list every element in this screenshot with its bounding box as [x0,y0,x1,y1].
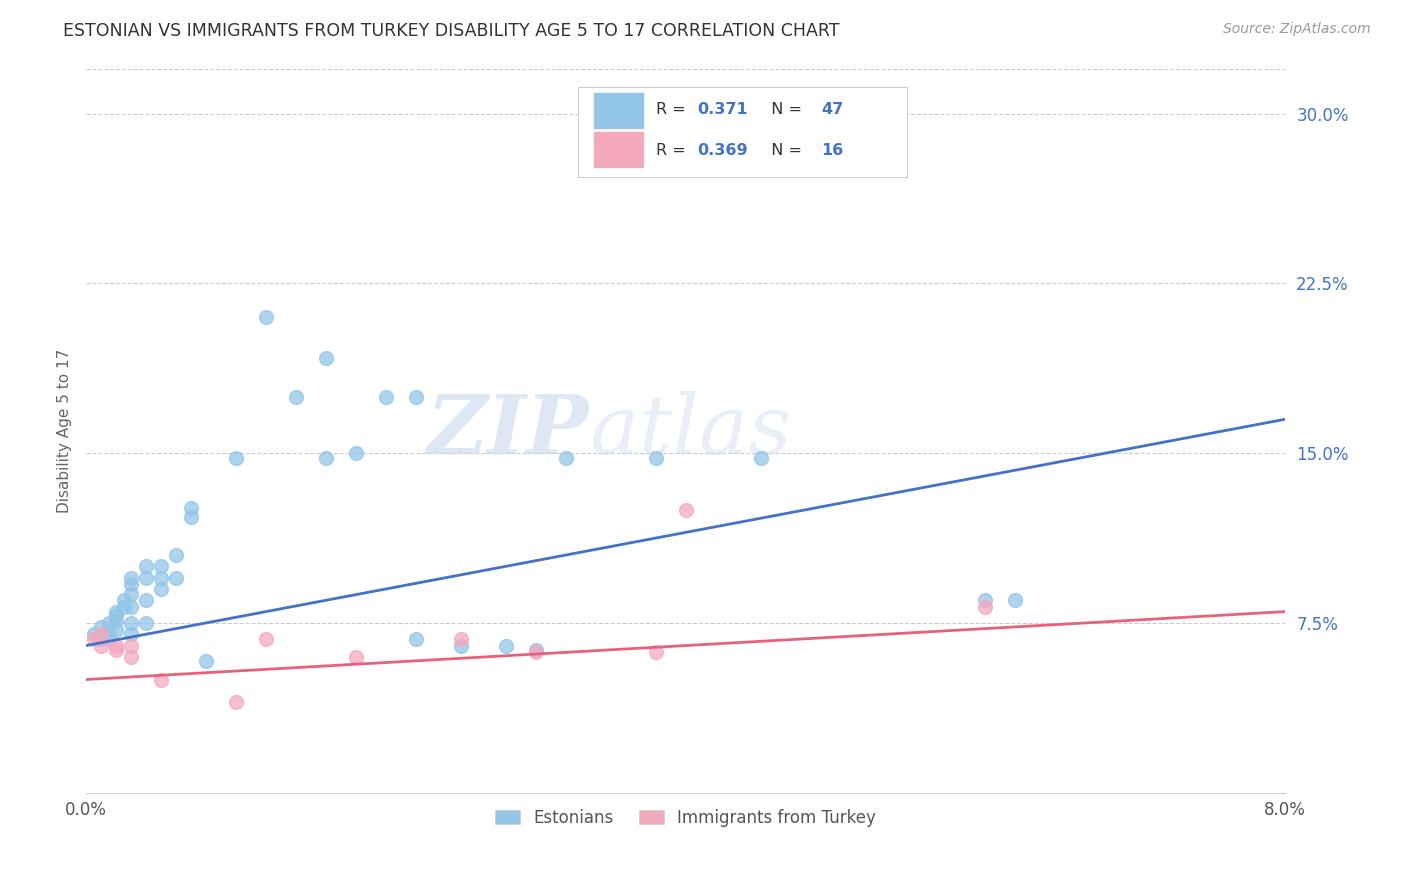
Text: Source: ZipAtlas.com: Source: ZipAtlas.com [1223,22,1371,37]
Point [97,615,120,630]
Point [675,503,697,517]
Point [450,632,472,646]
Point [1004,593,1026,607]
Point [405,390,427,404]
Point [135,593,157,607]
Point [105,623,128,637]
Point [554,450,576,465]
Point [90,620,112,634]
Point [83,632,105,646]
Text: N =: N = [761,102,807,117]
FancyBboxPatch shape [593,130,644,169]
Text: 0.371: 0.371 [697,102,748,117]
Point [150,571,173,585]
Point [135,559,157,574]
Point [150,673,173,687]
Point [165,548,187,562]
Point [194,654,217,668]
Point [135,571,157,585]
Point [112,600,135,615]
FancyBboxPatch shape [578,87,907,178]
Text: 16: 16 [821,143,844,158]
Point [180,509,202,524]
Point [180,500,202,515]
Point [120,649,142,664]
Text: ZIP: ZIP [427,391,589,471]
Point [105,609,128,624]
Text: ESTONIAN VS IMMIGRANTS FROM TURKEY DISABILITY AGE 5 TO 17 CORRELATION CHART: ESTONIAN VS IMMIGRANTS FROM TURKEY DISAB… [63,22,839,40]
Point [150,582,173,596]
Point [974,593,997,607]
Point [90,627,112,641]
Point [120,639,142,653]
Point [405,632,427,646]
Point [644,645,666,659]
Point [315,450,337,465]
Point [284,390,307,404]
Point [524,645,547,659]
Point [120,577,142,591]
Y-axis label: Disability Age 5 to 17: Disability Age 5 to 17 [58,349,72,513]
Point [150,559,173,574]
Point [974,600,997,615]
FancyBboxPatch shape [593,92,644,129]
Point [120,600,142,615]
Point [120,586,142,600]
Point [90,639,112,653]
Point [254,632,277,646]
Point [120,571,142,585]
Text: R =: R = [655,143,690,158]
Point [105,639,128,653]
Point [374,390,396,404]
Point [524,643,547,657]
Point [90,632,112,646]
Point [225,695,247,709]
Point [495,639,517,653]
Point [644,450,666,465]
Point [105,614,128,628]
Point [97,627,120,641]
Point [450,639,472,653]
Point [344,649,367,664]
Point [135,615,157,630]
Text: N =: N = [761,143,807,158]
Legend: Estonians, Immigrants from Turkey: Estonians, Immigrants from Turkey [486,800,884,835]
Point [105,605,128,619]
Point [254,310,277,325]
Point [112,593,135,607]
Point [83,627,105,641]
Point [120,627,142,641]
Text: atlas: atlas [589,391,792,471]
Point [120,615,142,630]
Text: R =: R = [655,102,690,117]
Text: 47: 47 [821,102,844,117]
Point [165,571,187,585]
Point [749,450,772,465]
Point [225,450,247,465]
Point [97,632,120,646]
Point [344,446,367,460]
Point [105,643,128,657]
Text: 0.369: 0.369 [697,143,748,158]
Point [315,351,337,366]
